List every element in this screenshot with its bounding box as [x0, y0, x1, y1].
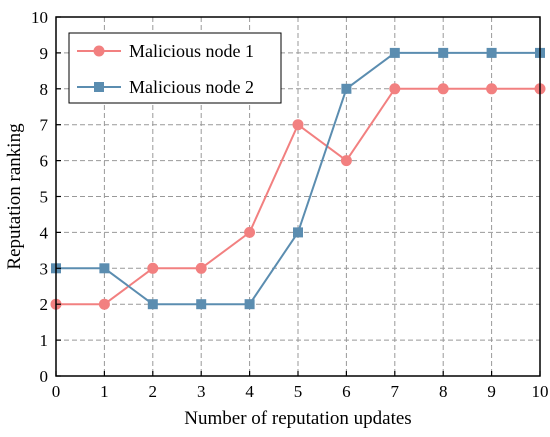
- series-1-point: [244, 226, 256, 238]
- x-tick-label: 3: [197, 382, 206, 401]
- series-2-point: [486, 47, 497, 58]
- x-tick-label: 10: [532, 382, 549, 401]
- legend-label: Malicious node 1: [129, 41, 254, 61]
- series-2-point: [147, 299, 158, 310]
- y-tick-label: 6: [40, 152, 49, 171]
- y-tick-label: 8: [40, 80, 49, 99]
- legend-label: Malicious node 2: [129, 77, 254, 97]
- x-tick-label: 2: [149, 382, 158, 401]
- x-tick-label: 8: [439, 382, 448, 401]
- series-layer: [50, 47, 546, 310]
- series-2-point: [341, 83, 352, 94]
- series-1-point: [195, 262, 207, 274]
- legend: Malicious node 1 Malicious node 2: [68, 32, 282, 104]
- series-2-point: [244, 299, 255, 310]
- y-tick-label: 10: [31, 8, 48, 27]
- series-1-point: [437, 83, 449, 95]
- legend-entry: Malicious node 2: [77, 77, 254, 97]
- y-tick-label: 2: [40, 295, 49, 314]
- x-tick-label: 0: [52, 382, 61, 401]
- x-tick-label: 1: [100, 382, 109, 401]
- y-tick-label: 3: [40, 259, 49, 278]
- series-2-point: [389, 47, 400, 58]
- y-tick-label: 4: [40, 223, 49, 242]
- legend-box: [68, 32, 282, 104]
- series-1-point: [98, 298, 110, 310]
- x-tick-label: 6: [342, 382, 351, 401]
- x-tick-label: 4: [245, 382, 254, 401]
- x-axis-label: Number of reputation updates: [184, 408, 411, 429]
- x-tick-label: 7: [391, 382, 400, 401]
- series-1-point: [340, 155, 352, 167]
- y-tick-label: 1: [40, 331, 49, 350]
- series-2: [51, 47, 545, 310]
- legend-entry: Malicious node 1: [77, 41, 254, 61]
- axis-ticks: [55, 16, 541, 377]
- y-tick-label: 5: [40, 188, 49, 207]
- x-tick-label: 5: [294, 382, 303, 401]
- series-1-point: [292, 119, 304, 131]
- x-tick-label: 9: [487, 382, 496, 401]
- y-tick-label: 9: [40, 44, 49, 63]
- series-1-point: [389, 83, 401, 95]
- series-2-point: [99, 263, 110, 274]
- y-axis-label: Reputation ranking: [4, 123, 25, 270]
- series-1-point: [486, 83, 498, 95]
- series-2-point: [293, 227, 303, 238]
- series-1-point: [147, 262, 159, 274]
- series-2-point: [196, 299, 207, 310]
- tick-labels: 0 1 2 3 4 5 6 7 8 9 10 0 1 2 3 4 5 6 7 8 9 10: [31, 8, 549, 401]
- y-tick-label: 0: [40, 367, 49, 386]
- legend-swatch-marker: [94, 82, 104, 92]
- legend-swatch-marker: [93, 45, 105, 57]
- y-tick-label: 7: [40, 116, 49, 135]
- series-2-point: [438, 47, 449, 58]
- series-1: [50, 83, 546, 310]
